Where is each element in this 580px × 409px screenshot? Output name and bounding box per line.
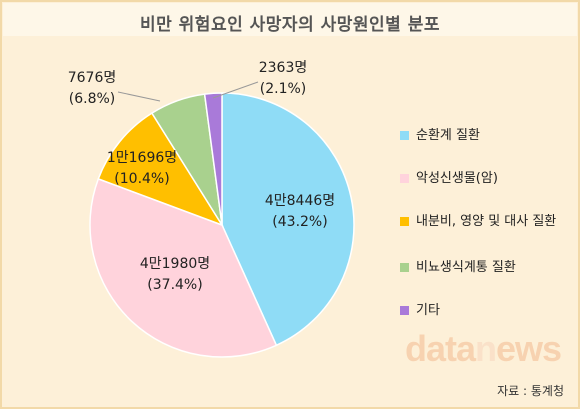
slice-count-label: 2363명	[259, 60, 308, 76]
slice-percent-label: (37.4%)	[147, 277, 202, 293]
slice-other	[203, 92, 223, 226]
slice-percent-label: (43.2%)	[272, 214, 327, 230]
datanews-watermark: datanews	[405, 328, 562, 369]
slice-percent-label: (6.8%)	[69, 91, 116, 107]
legend-label: 악성신생물(암)	[416, 171, 498, 186]
title-bar: 비만 위험요인 사망자의 사망원인별 분포	[3, 3, 577, 36]
slice-percent-label: (10.4%)	[114, 171, 169, 187]
slice-count-label: 7676명	[68, 70, 117, 86]
leader-line	[212, 81, 259, 99]
slice-circulatory	[221, 92, 355, 347]
slice-count-label: 4만8446명	[265, 193, 335, 209]
legend-label: 기타	[416, 303, 440, 318]
slice-count-label: 1만1696명	[107, 150, 177, 166]
chart-title: 비만 위험요인 사망자의 사망원인별 분포	[139, 15, 441, 35]
legend-label: 내분비, 영양 및 대사 질환	[416, 214, 557, 229]
legend-swatch	[400, 131, 409, 140]
source-note: 자료 : 통계청	[497, 384, 564, 398]
slice-cancer	[89, 177, 278, 358]
legend-swatch	[400, 263, 409, 272]
legend-swatch	[400, 174, 409, 183]
slice-percent-label: (2.1%)	[260, 81, 307, 97]
legend-swatch	[400, 217, 409, 226]
legend-swatch	[400, 306, 409, 315]
legend-label: 비뇨생식계통 질환	[416, 260, 516, 275]
legend-label: 순환계 질환	[416, 128, 480, 143]
leader-line	[117, 91, 161, 102]
slice-endocrine	[97, 112, 224, 227]
slice-count-label: 4만1980명	[140, 256, 210, 272]
